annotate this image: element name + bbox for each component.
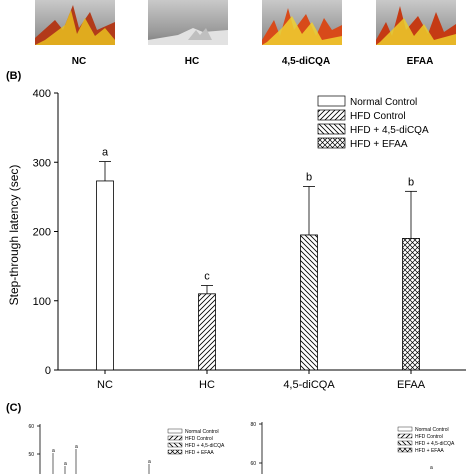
significance-letter: c: [204, 271, 210, 283]
significance-letter: a: [102, 147, 109, 159]
bar: [96, 180, 114, 371]
group-label-efaa: EFAA: [406, 56, 434, 67]
panel-letter-b: (B): [6, 70, 22, 82]
y-axis-label: Step-through latency (sec): [7, 165, 21, 306]
x-tick-label: 4,5-diCQA: [283, 379, 335, 391]
y-tick-label: 50: [28, 452, 34, 458]
legend-label: Normal Control: [350, 97, 417, 108]
legend-label: HFD Control: [350, 111, 406, 122]
group-label-hc: HC: [184, 56, 200, 67]
x-tick-label: NC: [97, 379, 113, 391]
sig-letter: a: [64, 461, 67, 467]
y-tick-label: 100: [33, 296, 51, 308]
panel-letter-c: (C): [6, 402, 22, 414]
significance-letter: b: [306, 171, 312, 183]
surface-plot-nc: [35, 0, 115, 45]
y-tick-label: 0: [45, 365, 51, 377]
bar: [300, 234, 318, 371]
bar: [402, 238, 420, 371]
panel-c-left-chart: 60 50 a a a a Normal Control HFD Control…: [28, 424, 225, 474]
group-label-nc: NC: [71, 56, 87, 67]
surface-graphic: [148, 28, 228, 45]
x-tick-label: HC: [199, 379, 215, 391]
panel-c-right-chart: 80 60 a Normal Control HFD Control HFD +…: [250, 422, 455, 474]
legend-label: Normal Control: [415, 427, 449, 433]
sig-letter: a: [52, 448, 55, 454]
group-label-dicqa: 4,5-diCQA: [281, 56, 331, 67]
y-tick-label: 60: [250, 461, 256, 467]
legend-swatch: [317, 123, 346, 135]
legend-swatch: [317, 137, 346, 149]
surface-graphic: [35, 5, 115, 45]
panel-c-charts: 60 50 a a a a Normal Control HFD Control…: [28, 422, 455, 474]
sig-letter: a: [148, 459, 151, 465]
legend-label: HFD + 4,5-diCQA: [185, 443, 225, 449]
bar-chart: 0 100 200 300 400 NC HC 4,5-diCQA EFAA a c b b Norm…: [7, 88, 466, 391]
surface-plot-dicqa: [262, 0, 342, 45]
panel-c-left-legend: Normal Control HFD Control HFD + 4,5-diC…: [167, 428, 225, 456]
panel-c-right-legend: Normal Control HFD Control HFD + 4,5-diC…: [397, 426, 455, 454]
legend-label: HFD Control: [185, 436, 213, 442]
surface-plot-efaa: [376, 0, 456, 45]
y-tick-label: 80: [250, 422, 256, 428]
legend-swatch: [317, 95, 346, 107]
legend-label: HFD + EFAA: [350, 139, 408, 150]
y-tick-label: 200: [33, 227, 51, 239]
surface-plot-hc: [148, 0, 228, 45]
y-tick-label: 60: [28, 424, 34, 430]
surface-graphic: [376, 6, 456, 45]
legend-label: Normal Control: [185, 429, 219, 435]
sig-letter: a: [75, 444, 78, 450]
legend-label: HFD + 4,5-diCQA: [415, 441, 455, 447]
sig-letter: a: [430, 465, 433, 471]
y-tick-label: 300: [33, 157, 51, 169]
x-tick-label: EFAA: [397, 379, 426, 391]
legend-label: HFD + 4,5-diCQA: [350, 125, 429, 136]
legend-label: HFD Control: [415, 434, 443, 440]
y-tick-label: 400: [33, 88, 51, 100]
surface-graphic: [262, 8, 342, 45]
legend-label: HFD + EFAA: [185, 450, 214, 456]
bar: [198, 293, 216, 371]
legend-label: HFD + EFAA: [415, 448, 444, 454]
significance-letter: b: [408, 176, 414, 188]
legend-swatch: [317, 109, 346, 121]
